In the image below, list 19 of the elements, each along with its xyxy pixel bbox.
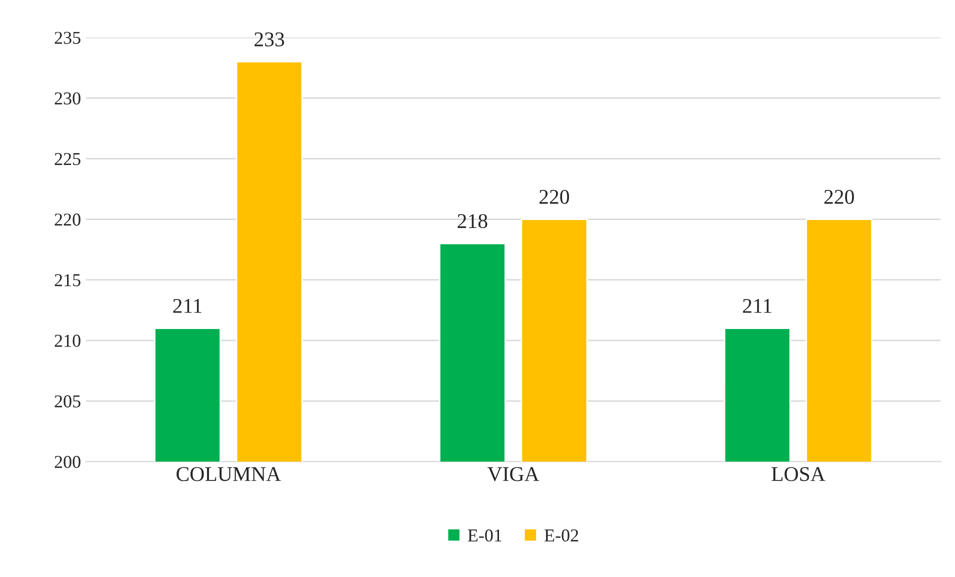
y-tick-label: 205 (54, 395, 80, 408)
y-tick-label: 225 (54, 152, 80, 166)
data-label: 211 (743, 298, 772, 313)
y-tick-label: 210 (54, 334, 80, 347)
y-tick-label: 230 (54, 92, 80, 105)
data-label: 211 (173, 298, 202, 313)
x-tick-label: VIGA (488, 467, 540, 482)
x-tick-label: COLUMNA (176, 467, 281, 482)
y-tick-label: 220 (54, 214, 80, 226)
data-label: 218 (458, 214, 488, 228)
y-tick-label: 235 (54, 32, 80, 44)
x-tick-label: LOSA (772, 467, 826, 482)
y-tick-label: 215 (54, 274, 80, 286)
legend-label: E-01 (468, 529, 502, 542)
data-label: 220 (539, 190, 570, 204)
data-label: 233 (254, 32, 284, 46)
data-label: 220 (824, 190, 854, 204)
legend-label: E-02 (544, 529, 578, 542)
y-tick-label: 200 (54, 456, 80, 468)
